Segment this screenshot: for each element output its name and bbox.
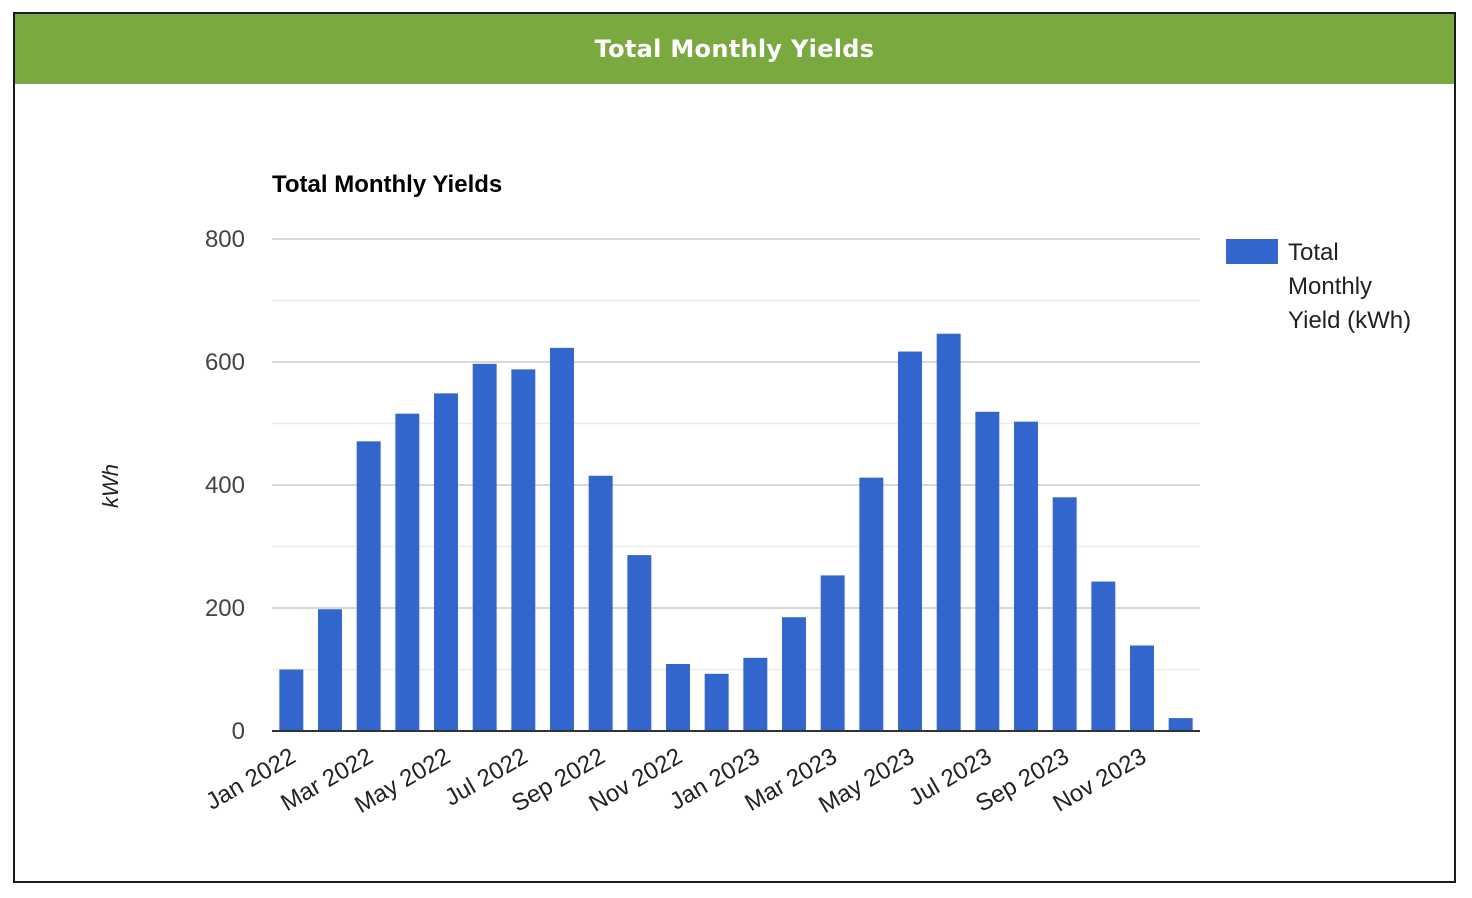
bar xyxy=(434,393,458,731)
bar xyxy=(898,351,922,731)
y-tick-label: 400 xyxy=(205,472,245,499)
bar xyxy=(936,333,961,731)
y-axis-label: kWh xyxy=(98,464,123,508)
bar xyxy=(1168,718,1193,731)
panel-header-title: Total Monthly Yields xyxy=(594,35,875,63)
y-tick-label: 800 xyxy=(205,226,245,253)
chart-title: Total Monthly Yields xyxy=(272,171,502,198)
bar xyxy=(704,673,729,731)
bar xyxy=(1014,421,1038,731)
y-tick-labels: 0 200 400 600 800 xyxy=(205,226,245,745)
bar xyxy=(782,617,806,731)
bar xyxy=(820,575,845,731)
bar xyxy=(318,609,342,731)
chart-panel: Total Monthly Yields xyxy=(13,12,1456,883)
y-tick-label: 600 xyxy=(205,349,245,376)
bar xyxy=(975,411,1000,731)
bar xyxy=(472,363,497,731)
bar xyxy=(1052,497,1077,731)
bar xyxy=(588,475,613,731)
bar xyxy=(666,663,690,731)
legend-label: Total Monthly Yield (kWh) xyxy=(1288,239,1411,334)
bar xyxy=(511,369,536,731)
gridlines xyxy=(272,238,1200,671)
bar-series xyxy=(279,333,1193,731)
panel-header: Total Monthly Yields xyxy=(15,14,1454,84)
bar xyxy=(1130,645,1154,731)
bar xyxy=(279,669,304,731)
y-tick-label: 0 xyxy=(232,718,245,745)
legend-swatch xyxy=(1226,239,1278,264)
bar xyxy=(743,657,768,731)
bar xyxy=(395,413,420,731)
bar xyxy=(356,441,381,731)
bar xyxy=(627,555,652,731)
y-tick-label: 200 xyxy=(205,595,245,622)
bar xyxy=(859,477,884,731)
bar xyxy=(1091,581,1116,731)
bar xyxy=(550,347,574,731)
legend: Total Monthly Yield (kWh) xyxy=(1226,239,1411,334)
